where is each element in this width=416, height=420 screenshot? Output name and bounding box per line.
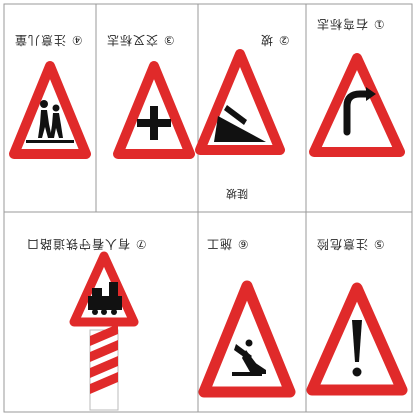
worker-icon (232, 339, 266, 376)
curve-arrow-head-icon (366, 87, 376, 101)
sign-right-curve (309, 53, 405, 157)
sign-road-works (198, 280, 296, 398)
slope-extra-label: 陡坡 (226, 187, 248, 200)
sign-steep-slope (195, 49, 285, 155)
signpost-stripes (90, 324, 118, 394)
curve-arrow-icon (343, 90, 372, 136)
caption-panel-6: ⑥ 施工 (206, 237, 249, 251)
caption-panel-1: ① 右弯标志 (316, 17, 385, 31)
exclamation-icon (352, 320, 362, 377)
caption-panel-3: ③ 交叉标志 (106, 33, 175, 47)
caption-panel-2: ② 坡 (260, 33, 290, 47)
caption-panel-5: ⑤ 注意危险 (316, 237, 385, 251)
sign-railway-crossing (69, 251, 139, 411)
slope-icon (214, 116, 266, 142)
children-icon (26, 100, 74, 143)
grid-lines (3, 3, 413, 413)
caption-panel-4: ④ 注意儿童 (14, 33, 83, 47)
train-icon (88, 282, 122, 315)
cross-icon (137, 106, 171, 140)
sign-children-crossing (9, 61, 91, 159)
caption-panel-7: ⑦ 有人看守铁道路口 (26, 237, 147, 251)
grid-outer-frame (3, 3, 413, 413)
slope-vehicle-icon (224, 105, 247, 125)
sign-danger (306, 282, 408, 396)
sign-crossroads (113, 61, 195, 159)
